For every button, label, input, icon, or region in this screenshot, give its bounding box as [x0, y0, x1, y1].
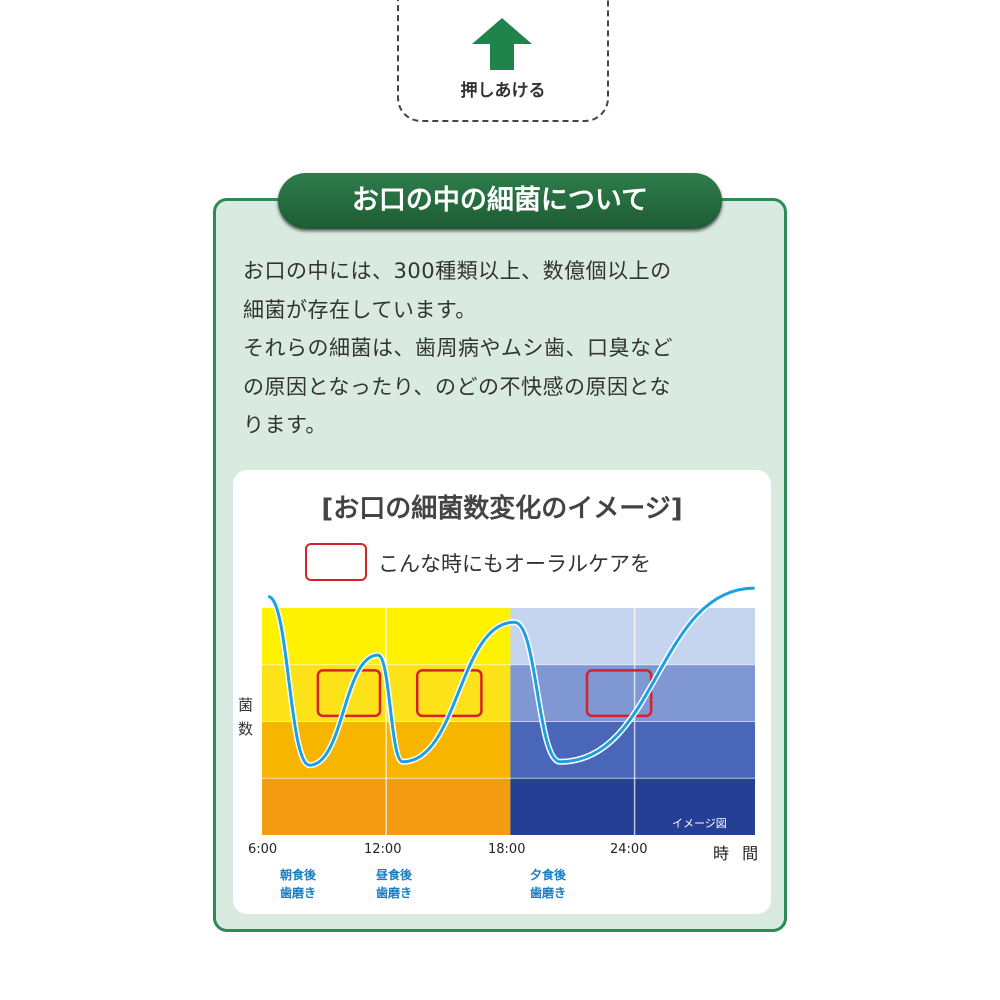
section-body: お口の中には、300種類以上、数億個以上の 細菌が存在しています。 それらの細菌… — [243, 252, 773, 445]
up-arrow-icon — [472, 18, 532, 70]
chart-title: [お口の細菌数変化のイメージ] — [321, 494, 683, 524]
x-tick: 6:00 — [248, 842, 278, 857]
event-label: 夕食後 歯磨き — [530, 866, 566, 902]
x-tick: 18:00 — [488, 842, 526, 857]
paragraph-line: 細菌が存在しています。 — [243, 297, 477, 322]
push-open-tab[interactable] — [397, 0, 609, 122]
event-label: 朝食後 歯磨き — [280, 866, 316, 902]
event-label: 昼食後 歯磨き — [376, 866, 412, 902]
event-action: 歯磨き — [376, 886, 413, 900]
event-time: 昼食後 — [376, 868, 413, 882]
x-axis-label: 時 間 — [713, 844, 763, 863]
night-band — [510, 608, 755, 665]
paragraph-line: それらの細菌は、歯周病やムシ歯、口臭など — [243, 336, 673, 360]
chart-annotation: イメージ図 — [672, 817, 727, 830]
x-tick: 24:00 — [610, 842, 648, 857]
paragraph-line: ります。 — [243, 413, 327, 437]
paragraph-line: お口の中には、300種類以上、数億個以上の — [243, 259, 672, 283]
x-tick: 12:00 — [364, 842, 402, 857]
section-title: お口の中の細菌について — [278, 173, 722, 229]
event-action: 歯磨き — [280, 886, 317, 900]
push-open-label: 押しあける — [460, 81, 546, 101]
paragraph-line: の原因となったり、のどの不快感の原因とな — [243, 374, 671, 399]
night-band — [510, 778, 755, 835]
event-action: 歯磨き — [530, 886, 567, 900]
event-time: 朝食後 — [280, 868, 317, 882]
legend-label: こんな時にもオーラルケアを — [378, 552, 651, 576]
oral-care-highlight — [585, 669, 653, 718]
series-line — [267, 586, 755, 767]
y-axis-label: 菌数 — [238, 696, 254, 738]
event-time: 夕食後 — [530, 868, 567, 882]
legend-swatch — [305, 543, 367, 581]
oral-care-highlight — [316, 669, 382, 718]
